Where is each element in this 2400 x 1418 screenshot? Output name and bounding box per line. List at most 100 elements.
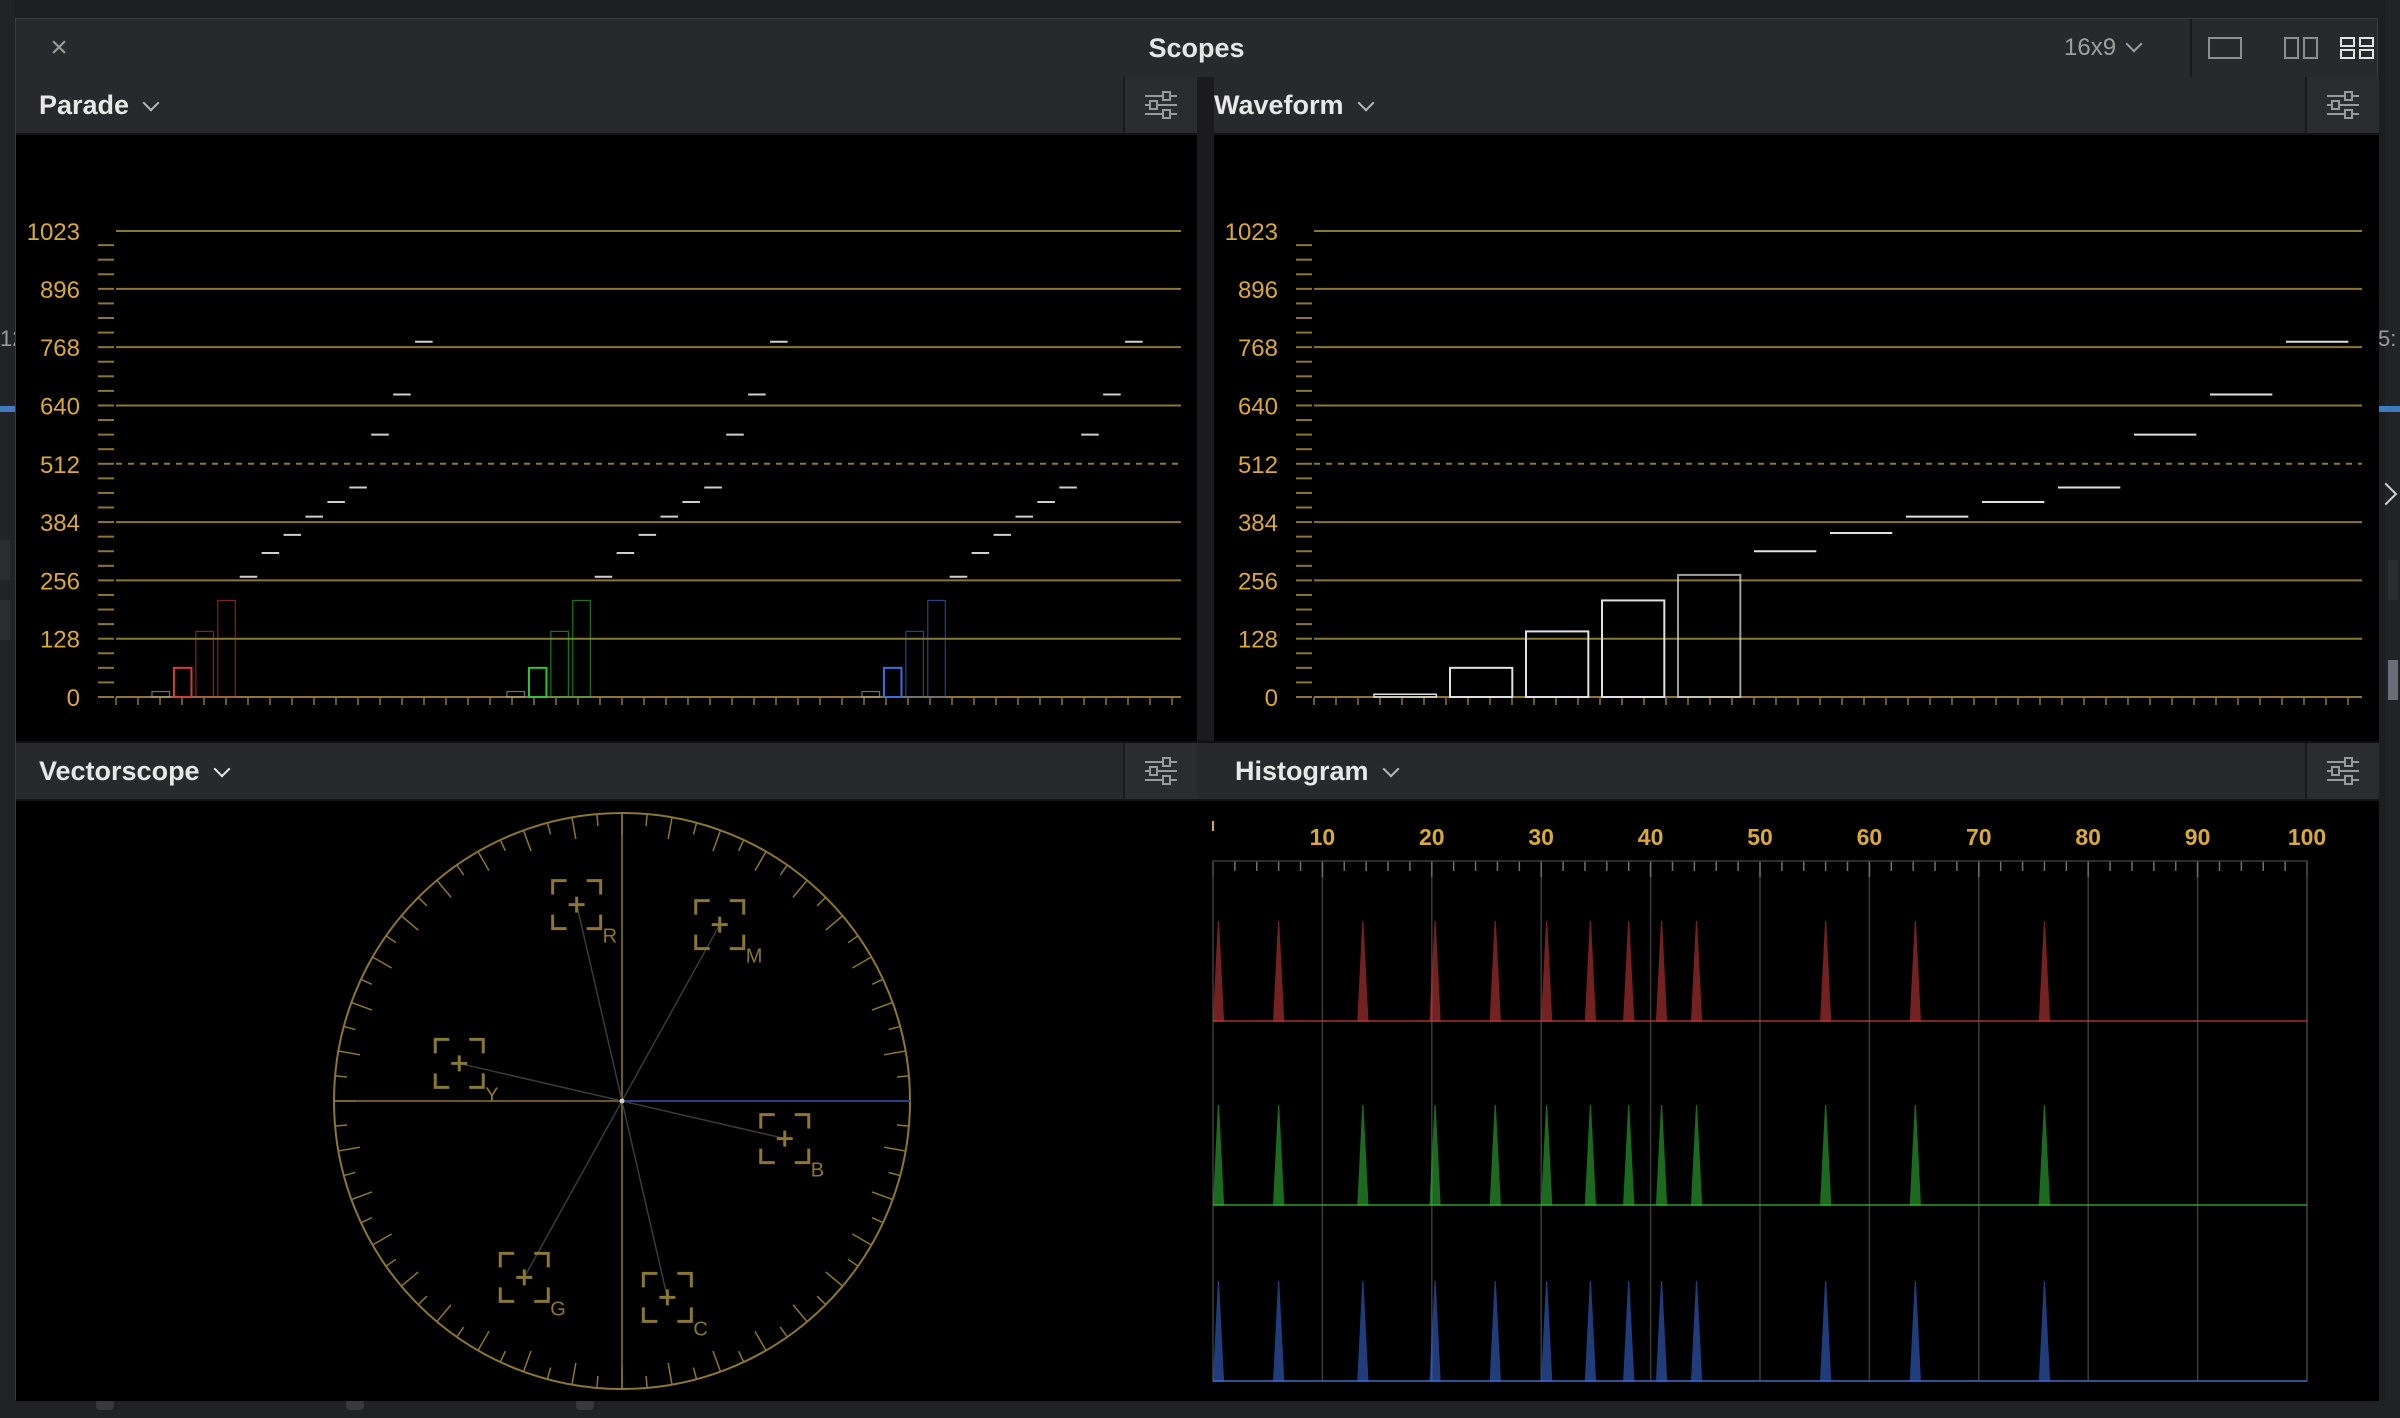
green-step-bar: [550, 630, 569, 698]
blue-step-bar: [861, 690, 881, 698]
timeline-strip-right: [2378, 406, 2400, 412]
histogram-settings-button[interactable]: [2305, 743, 2379, 799]
graticule-tick: [825, 1271, 844, 1287]
luma-step-bar: [1677, 573, 1742, 698]
graticule-tick: [522, 830, 532, 852]
blue-peak: [1489, 1280, 1501, 1382]
x-tick-label: 10: [1310, 824, 1336, 850]
y-tick-label: 640: [40, 393, 80, 420]
graticule-tick: [754, 851, 767, 872]
histogram-title: Histogram: [1235, 756, 1369, 786]
parade-title: Parade: [39, 90, 130, 120]
green-peak: [1273, 1104, 1285, 1206]
quad-view-icon[interactable]: [2340, 37, 2374, 59]
green-peak: [1584, 1104, 1597, 1206]
y-tick-label: 256: [1238, 568, 1278, 595]
blue-step-bar: [927, 599, 946, 698]
graticule-tick: [779, 864, 788, 876]
sliders-icon: [2327, 757, 2359, 785]
red-step-bar: [217, 599, 236, 698]
vectorscope-settings-button[interactable]: [1123, 743, 1197, 799]
graticule-tick: [499, 839, 507, 852]
chevron-down-icon: [213, 760, 231, 778]
graticule-tick: [692, 822, 698, 835]
graticule-tick: [499, 1350, 507, 1363]
graticule-tick: [645, 814, 648, 827]
green-peak: [1357, 1104, 1369, 1206]
dual-view-icon[interactable]: [2284, 37, 2318, 59]
target-box-r: [551, 879, 603, 931]
red-peak: [1273, 920, 1285, 1022]
target-box-g: [498, 1251, 550, 1303]
green-peak: [1655, 1104, 1668, 1206]
green-step-bar: [572, 599, 591, 698]
waveform-graph: 1023 896 768 640 512 384 256 128 0: [1214, 135, 2379, 741]
x-tick-label: 80: [2075, 824, 2101, 850]
titlebar-separator: [2190, 19, 2192, 77]
x-tick-label: 90: [2185, 824, 2211, 850]
vector-trace: [523, 1100, 623, 1278]
close-icon[interactable]: ×: [50, 31, 68, 64]
aspect-ratio-dropdown[interactable]: 16x9: [2064, 19, 2143, 77]
chevron-down-icon: [142, 94, 160, 112]
parade-panel: Parade 1023 896 768 640 512 384 256 128 0: [16, 77, 1197, 741]
blue-peak: [1584, 1280, 1597, 1382]
luma-step-bar: [1449, 666, 1514, 699]
blue-peak: [1273, 1280, 1285, 1382]
luma-step-bar: [1525, 630, 1590, 698]
graticule-tick: [754, 1330, 767, 1351]
timeline-strip-left: [0, 406, 15, 412]
page-dock: [0, 1400, 2400, 1418]
graticule-tick: [847, 1258, 859, 1267]
target-box-m: [694, 899, 746, 951]
waveform-plot: 1023 896 768 640 512 384 256 128 0: [1225, 219, 2362, 712]
red-peak: [1212, 920, 1225, 1022]
blue-step-bar: [882, 666, 903, 699]
vectorscope-scope-dropdown[interactable]: Vectorscope: [39, 743, 231, 799]
graticule-tick: [816, 896, 827, 907]
vectorscope-header: Vectorscope: [16, 743, 1197, 801]
graticule-tick: [871, 1001, 893, 1011]
blue-peak: [1429, 1280, 1441, 1382]
green-step-bar: [527, 666, 548, 699]
vector-trace: [621, 1100, 669, 1298]
x-tick-label: 100: [2288, 824, 2326, 850]
histogram-header: Histogram: [1197, 743, 2379, 801]
waveform-settings-button[interactable]: [2305, 77, 2379, 133]
y-tick-label: 0: [1265, 685, 1278, 712]
graticule-tick: [596, 1375, 599, 1388]
y-tick-label: 128: [1238, 627, 1278, 654]
graticule-tick: [477, 851, 490, 872]
graticule-tick: [871, 1216, 884, 1224]
parade-settings-button[interactable]: [1123, 77, 1197, 133]
y-tick-label: 256: [40, 568, 80, 595]
graticule-tick: [571, 817, 577, 840]
graticule-tick: [667, 817, 673, 840]
graticule-tick: [692, 1367, 698, 1380]
graticule-tick: [477, 1330, 490, 1351]
single-view-icon[interactable]: [2208, 37, 2242, 59]
target-label-m: M: [746, 946, 763, 968]
blue-step-bar: [905, 630, 924, 698]
graticule-tick: [385, 1258, 397, 1267]
graticule-tick: [522, 1350, 532, 1372]
red-peak: [1584, 920, 1597, 1022]
x-tick-label: 50: [1747, 824, 1773, 850]
red-peak: [1623, 920, 1635, 1022]
graticule-tick: [712, 830, 722, 852]
graticule-tick: [456, 1326, 465, 1338]
waveform-scope-dropdown[interactable]: Waveform: [1214, 77, 1375, 133]
blue-peak: [1541, 1280, 1553, 1382]
title-bar: × Scopes 16x9: [16, 19, 2377, 79]
y-tick-label: 384: [40, 510, 80, 537]
x-tick-label: 30: [1528, 824, 1554, 850]
parade-scope-dropdown[interactable]: Parade: [39, 77, 160, 133]
blue-peak: [1690, 1280, 1703, 1382]
histogram-scope-dropdown[interactable]: Histogram: [1235, 743, 1400, 799]
vector-trace: [621, 1100, 785, 1140]
histogram-graph: 10 20 30 40 50 60 70 80 90 100: [1197, 801, 2379, 1401]
graticule-tick: [351, 1191, 373, 1201]
chevron-down-icon: [2125, 35, 2143, 53]
graticule-tick: [338, 1050, 361, 1056]
vector-trace: [621, 924, 721, 1102]
